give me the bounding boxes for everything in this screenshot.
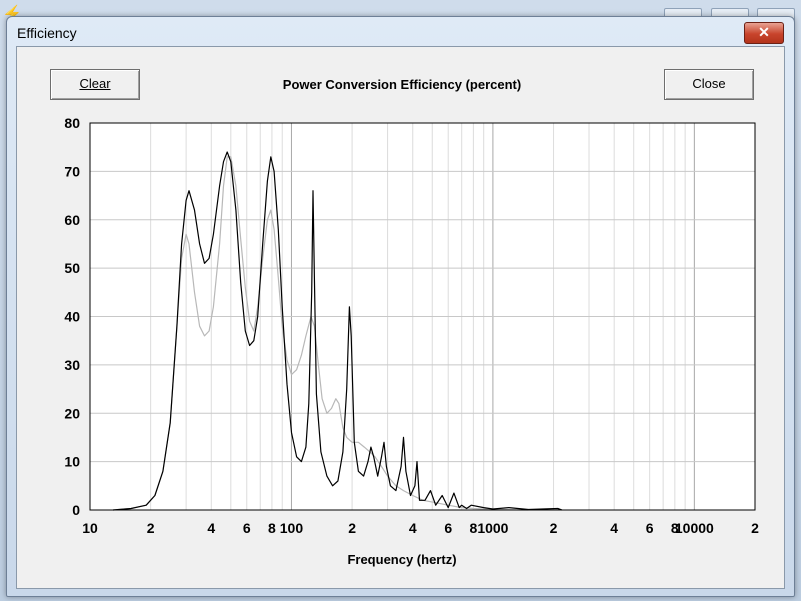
y-tick-label: 40 xyxy=(64,309,80,325)
x-tick-label: 8 xyxy=(469,520,477,536)
x-tick-label: 10000 xyxy=(675,520,714,536)
x-tick-label: 2 xyxy=(147,520,155,536)
x-tick-label: 6 xyxy=(444,520,452,536)
x-tick-label: 10 xyxy=(82,520,98,536)
series-line-0 xyxy=(112,151,563,511)
y-tick-label: 60 xyxy=(64,212,80,228)
dialog-title: Efficiency xyxy=(17,25,77,41)
x-tick-label: 2 xyxy=(550,520,558,536)
chart-title: Power Conversion Efficiency (percent) xyxy=(282,77,522,92)
y-tick-label: 10 xyxy=(64,454,80,470)
y-tick-label: 70 xyxy=(64,163,80,179)
dialog-client-area: 0 10 20 30 40 50 60 70 80 10 2 4 6 8 100 2 4 6 8 1000 2 4 6 8 10… xyxy=(16,46,785,589)
x-tick-label: 2 xyxy=(751,520,759,536)
y-tick-label: 20 xyxy=(64,405,80,421)
x-tick-label: 8 xyxy=(268,520,276,536)
close-button-label: Close xyxy=(692,76,726,91)
y-tick-label: 0 xyxy=(72,502,80,518)
clear-button[interactable]: Clear xyxy=(50,69,140,100)
x-tick-label: 4 xyxy=(409,520,417,536)
dialog-close-icon[interactable]: ✕ xyxy=(744,22,784,44)
y-tick-label: 50 xyxy=(64,260,80,276)
clear-button-label: Clear xyxy=(79,76,111,91)
plot-border xyxy=(89,122,756,511)
y-tick-label: 30 xyxy=(64,357,80,373)
efficiency-dialog: Efficiency ✕ 0 10 20 30 40 50 60 70 80 10 2 4 6 8 100 2… xyxy=(6,16,795,597)
x-tick-label: 1000 xyxy=(477,520,508,536)
y-tick-label: 80 xyxy=(64,115,80,131)
x-tick-label: 100 xyxy=(280,520,304,536)
x-tick-label: 6 xyxy=(243,520,251,536)
x-axis-label: Frequency (hertz) xyxy=(347,552,457,567)
close-button[interactable]: Close xyxy=(664,69,754,100)
x-tick-label: 4 xyxy=(610,520,618,536)
x-tick-label: 4 xyxy=(207,520,215,536)
x-tick-label: 8 xyxy=(671,520,679,536)
x-tick-label: 6 xyxy=(646,520,654,536)
series-line-1 xyxy=(112,156,529,511)
x-tick-label: 2 xyxy=(348,520,356,536)
